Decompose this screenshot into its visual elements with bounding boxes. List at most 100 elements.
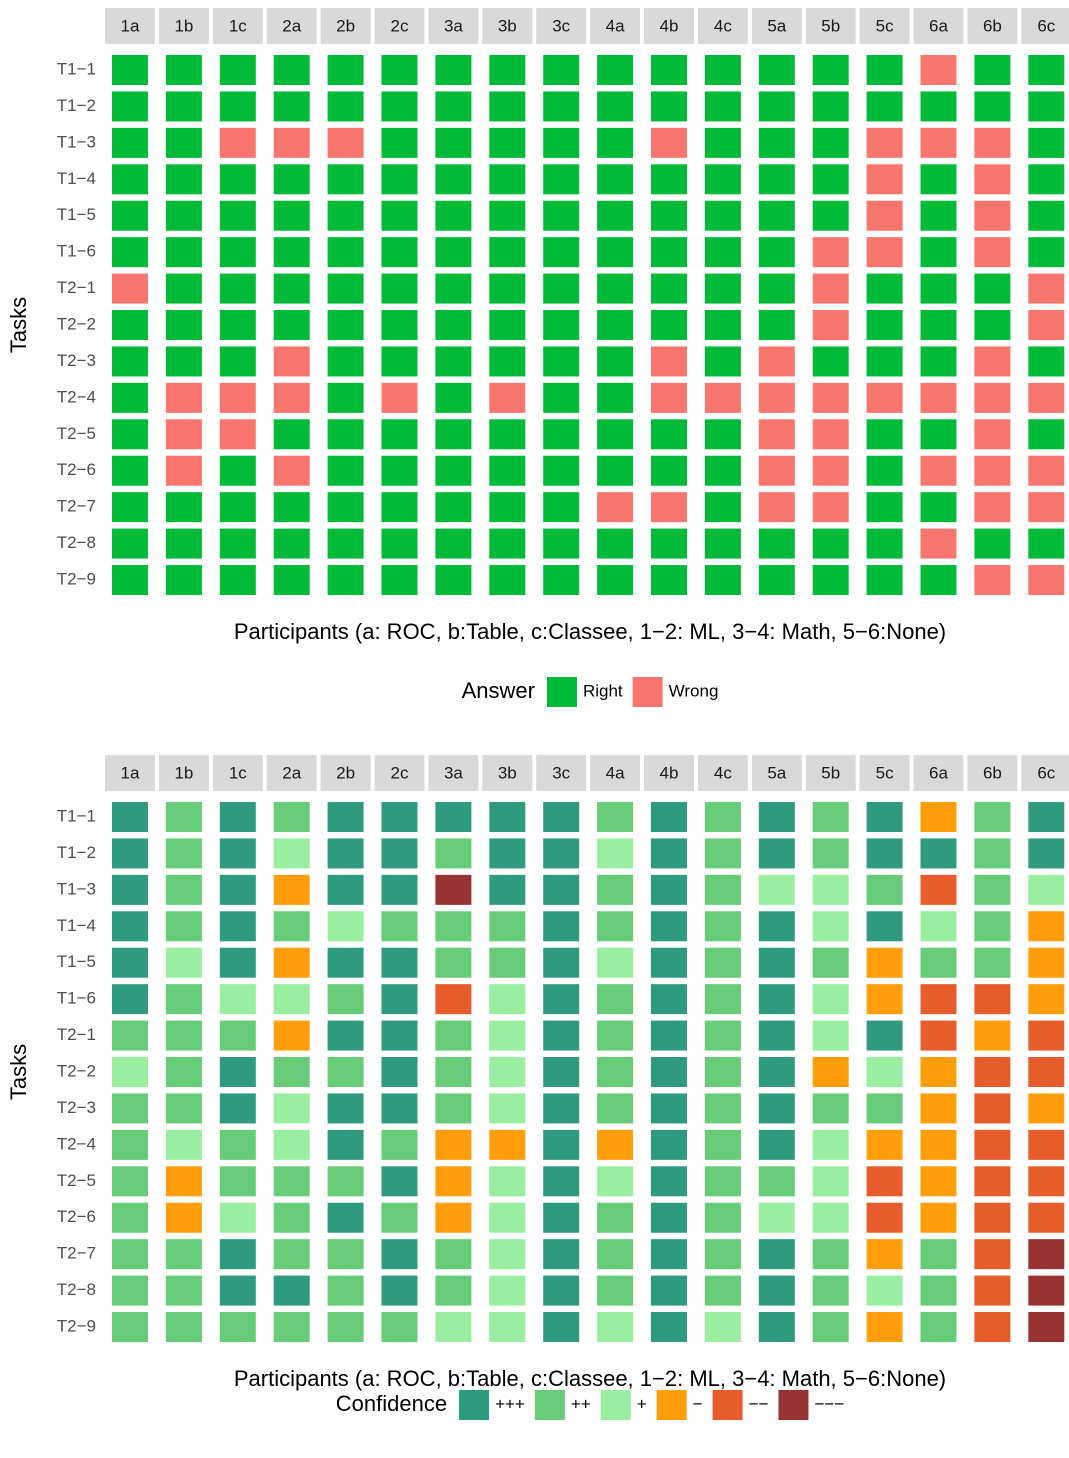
cell [435, 419, 472, 450]
y-tick-label: T1−6 [57, 989, 96, 1008]
cell [112, 1166, 148, 1197]
cell [866, 164, 903, 195]
cell [651, 419, 687, 450]
cell [812, 1202, 849, 1233]
cell [974, 273, 1011, 304]
cell [812, 1239, 849, 1270]
cell [812, 455, 849, 486]
cell [704, 1275, 741, 1306]
strip-background [320, 755, 371, 791]
cell [920, 310, 957, 341]
cell [758, 455, 795, 486]
cell [866, 1166, 903, 1197]
cell [974, 1057, 1011, 1088]
cell [381, 1166, 418, 1197]
cell [704, 802, 741, 832]
cell [435, 1166, 472, 1197]
y-tick-label: T1−5 [57, 952, 96, 971]
strip-background [859, 755, 910, 791]
cell [327, 1093, 364, 1124]
cell [866, 273, 903, 304]
cell [974, 310, 1011, 341]
cell [812, 419, 849, 450]
x-tick-label: 2b [336, 763, 355, 782]
cell [866, 1020, 903, 1051]
x-tick-label: 5c [876, 16, 894, 35]
cell [758, 802, 795, 832]
cell [812, 1312, 849, 1343]
cell [543, 310, 580, 341]
cell [543, 1129, 580, 1160]
cell [758, 565, 795, 596]
cell [112, 237, 148, 268]
cell [597, 1202, 634, 1233]
cell [543, 528, 580, 559]
cell [704, 492, 741, 523]
y-tick-label: T2−5 [57, 1171, 96, 1190]
cell [812, 55, 849, 85]
cell [1028, 984, 1065, 1015]
cell [543, 200, 580, 231]
cell [651, 55, 687, 85]
cell [812, 565, 849, 596]
cell [381, 455, 418, 486]
cell [273, 127, 310, 158]
cell [597, 1020, 634, 1051]
cell [866, 200, 903, 231]
cell [381, 1093, 418, 1124]
cell [920, 911, 957, 942]
x-tick-label: 1b [174, 763, 193, 782]
cell [327, 419, 364, 450]
cell [597, 911, 634, 942]
cell [597, 127, 634, 158]
cell [651, 802, 687, 832]
cell [543, 455, 580, 486]
cell [543, 911, 580, 942]
cell [974, 947, 1011, 978]
cell [758, 164, 795, 195]
cell [273, 911, 310, 942]
cell [920, 1057, 957, 1088]
cell [597, 528, 634, 559]
cell [489, 874, 526, 905]
cell [974, 200, 1011, 231]
cell [543, 492, 580, 523]
legend-label: Right [583, 681, 623, 700]
cell [974, 1166, 1011, 1197]
strip-background [913, 755, 964, 791]
cell [273, 237, 310, 268]
cell [489, 565, 526, 596]
cell [651, 1312, 687, 1343]
cell [866, 984, 903, 1015]
x-tick-label: 6a [929, 763, 948, 782]
cell [974, 838, 1011, 869]
x-tick-label: 3c [552, 763, 570, 782]
cell [489, 1057, 526, 1088]
cell [1028, 802, 1065, 832]
cell [758, 1093, 795, 1124]
cell [381, 492, 418, 523]
cell [381, 947, 418, 978]
cell [165, 1057, 202, 1088]
cell [112, 55, 148, 85]
strip-background [536, 755, 587, 791]
cell [651, 127, 687, 158]
cell [165, 1275, 202, 1306]
strip-background [805, 755, 856, 791]
cell [112, 1093, 148, 1124]
legend-label: Wrong [669, 681, 719, 700]
cell [812, 310, 849, 341]
cell [165, 528, 202, 559]
cell [597, 1312, 634, 1343]
cell [543, 1202, 580, 1233]
cell [435, 984, 472, 1015]
cell [866, 1057, 903, 1088]
cell [489, 1020, 526, 1051]
cell [273, 419, 310, 450]
cell [704, 346, 741, 377]
cell [651, 565, 687, 596]
x-tick-label: 4b [660, 16, 679, 35]
cell [381, 1020, 418, 1051]
cell [758, 310, 795, 341]
cell [651, 911, 687, 942]
